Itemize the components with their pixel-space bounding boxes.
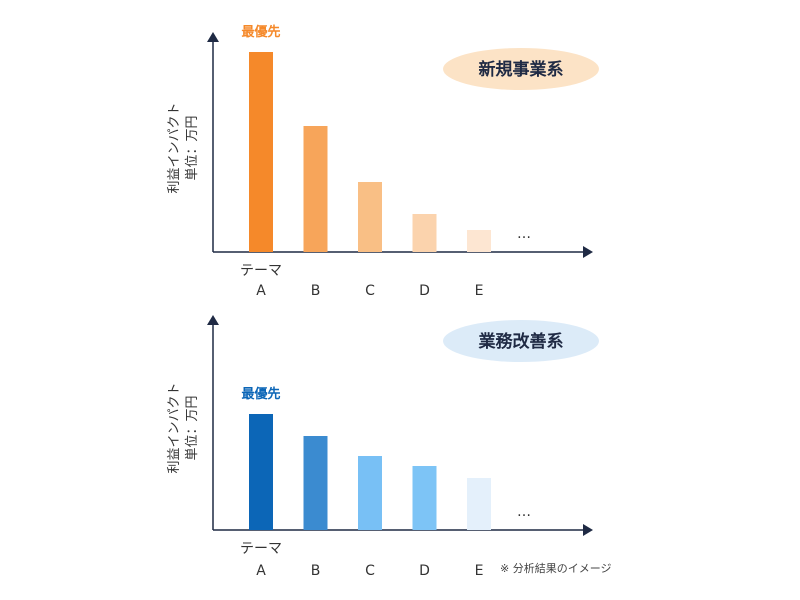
footnote: ※ 分析結果のイメージ <box>500 561 612 575</box>
tick-label-a: A <box>256 563 266 579</box>
x-axis-label: テーマ <box>240 541 282 557</box>
category-badge-label: 業務改善系 <box>479 331 564 352</box>
bar-c <box>358 456 382 530</box>
bar-a <box>249 414 273 530</box>
top-priority-label: 最優先 <box>241 24 280 40</box>
category-badge <box>443 48 599 90</box>
x-axis-arrow-icon <box>583 524 593 536</box>
more-categories-ellipsis: … <box>517 226 533 242</box>
chart-new-business: 新規事業系 利益インパクト 単位：万円 テーマ … A 最優先 B C D E <box>167 24 599 299</box>
bar-d <box>412 466 437 530</box>
tick-label-c: C <box>365 563 375 579</box>
tick-label-c: C <box>365 283 375 299</box>
bar-d <box>412 214 437 252</box>
more-categories-ellipsis: … <box>517 504 533 520</box>
bar-group: A 最優先 B C D E <box>241 386 491 579</box>
bar-a <box>249 52 273 252</box>
bar-e <box>467 478 491 530</box>
bar-b <box>303 126 328 252</box>
tick-label-b: B <box>311 563 321 579</box>
y-axis-label-line1: 利益インパクト <box>167 382 182 473</box>
category-badge <box>443 320 599 362</box>
tick-label-e: E <box>475 283 484 299</box>
chart-business-improvement: 業務改善系 利益インパクト 単位：万円 テーマ … A 最優先 B C D E <box>167 315 599 579</box>
bar-b <box>303 436 328 530</box>
tick-label-a: A <box>256 283 266 299</box>
y-axis-label-line2: 単位：万円 <box>184 115 200 180</box>
bar-c <box>358 182 382 252</box>
tick-label-d: D <box>419 563 430 579</box>
bar-group: A 最優先 B C D E <box>241 24 491 299</box>
category-badge-label: 新規事業系 <box>479 59 564 80</box>
bar-e <box>467 230 491 252</box>
y-axis-label-line1: 利益インパクト <box>167 102 182 193</box>
x-axis-arrow-icon <box>583 246 593 258</box>
y-axis-arrow-icon <box>207 32 219 42</box>
tick-label-d: D <box>419 283 430 299</box>
tick-label-e: E <box>475 563 484 579</box>
y-axis-arrow-icon <box>207 315 219 325</box>
x-axis-label: テーマ <box>240 263 282 279</box>
tick-label-b: B <box>311 283 321 299</box>
y-axis-label-line2: 単位：万円 <box>184 395 200 460</box>
top-priority-label: 最優先 <box>241 386 280 402</box>
